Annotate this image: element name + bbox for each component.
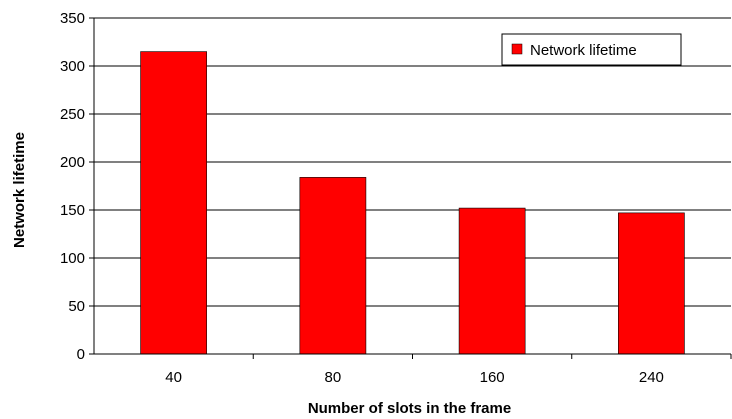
y-tick-label: 200 bbox=[60, 154, 85, 171]
x-tick-labels: 40 80 160 240 bbox=[165, 369, 664, 386]
bar bbox=[299, 177, 367, 355]
legend-box bbox=[501, 33, 682, 66]
y-tick-label: 150 bbox=[60, 202, 85, 219]
legend-label: Network lifetime bbox=[530, 42, 637, 59]
y-tick-label: 300 bbox=[60, 58, 85, 75]
bar bbox=[458, 207, 526, 355]
bar bbox=[140, 51, 207, 355]
x-tick-label: 80 bbox=[325, 369, 342, 386]
legend-swatch bbox=[511, 43, 523, 55]
x-tick-label: 40 bbox=[165, 369, 182, 386]
legend: Network lifetime bbox=[501, 33, 682, 66]
x-tick-label: 240 bbox=[639, 369, 664, 386]
y-tick-label: 350 bbox=[60, 10, 85, 27]
x-axis-title: Number of slots in the frame bbox=[308, 400, 511, 417]
y-tick-labels: 0 50 100 150 200 250 300 350 bbox=[60, 10, 85, 363]
y-tick-label: 0 bbox=[77, 346, 85, 363]
x-tick-label: 160 bbox=[480, 369, 505, 386]
y-axis-title: Network lifetime bbox=[11, 132, 28, 248]
bars bbox=[140, 51, 685, 355]
y-tick-label: 250 bbox=[60, 106, 85, 123]
y-tick-label: 50 bbox=[68, 298, 85, 315]
axes bbox=[89, 17, 732, 359]
y-tick-label: 100 bbox=[60, 250, 85, 267]
bar bbox=[618, 212, 685, 355]
